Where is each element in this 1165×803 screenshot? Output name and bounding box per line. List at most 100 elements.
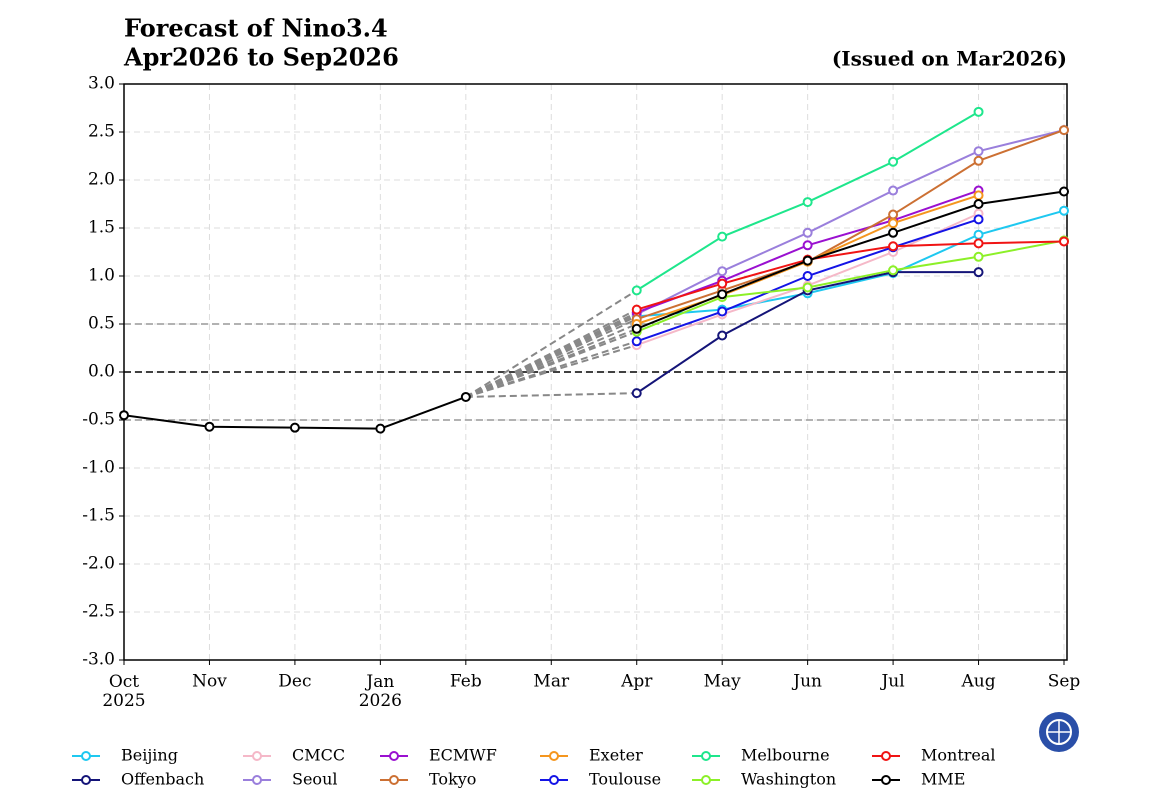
- series-line-marker: [973, 229, 984, 240]
- wmo-logo: [1039, 712, 1079, 752]
- x-tick-label: Mar: [533, 672, 570, 692]
- series-line-marker: [802, 271, 813, 281]
- legend-label: ECMWF: [429, 746, 497, 765]
- chart-subtitle: Apr2026 to Sep2026: [123, 43, 399, 72]
- series-line: [636, 190, 1065, 330]
- series-line-marker: [631, 388, 642, 399]
- y-tick-label: -1.5: [82, 506, 115, 526]
- series-line-marker: [802, 197, 813, 208]
- y-tick-label: 0.0: [88, 362, 115, 382]
- observed-line-marker: [460, 391, 471, 402]
- series-line-marker: [973, 199, 984, 209]
- y-tick-label: -3.0: [82, 650, 115, 670]
- series-line-marker: [973, 190, 984, 201]
- connector: [465, 330, 638, 398]
- plot-frame: [123, 83, 1068, 661]
- series-line-marker: [888, 227, 899, 238]
- y-tick-label: -2.0: [82, 554, 115, 574]
- legend-marker: [81, 751, 91, 761]
- series-line-marker: [1059, 186, 1069, 197]
- x-tick-label: Oct 2025: [102, 672, 145, 711]
- series-line-marker: [973, 155, 984, 166]
- connector: [465, 289, 638, 398]
- series-line-marker: [717, 289, 728, 300]
- x-tick-label: Nov: [192, 672, 227, 692]
- legend-label: CMCC: [292, 746, 345, 765]
- series-line-marker: [973, 214, 984, 225]
- legend-marker: [881, 751, 891, 761]
- legend-marker: [252, 775, 262, 785]
- series-line-marker: [973, 267, 984, 278]
- connector: [465, 327, 638, 398]
- y-tick-label: -2.5: [82, 602, 115, 622]
- legend-label: MME: [921, 770, 965, 789]
- series-line: [636, 129, 1065, 316]
- legend-label: Tokyo: [429, 770, 476, 789]
- connector: [465, 318, 638, 398]
- connector: [465, 344, 638, 398]
- legend-label: Melbourne: [741, 746, 830, 765]
- series-line-marker: [631, 323, 642, 334]
- observed-line-marker: [289, 422, 300, 433]
- series-line-marker: [888, 241, 899, 252]
- x-tick-label: Apr: [620, 672, 653, 692]
- legend-label: Seoul: [292, 770, 337, 789]
- legend-marker: [252, 751, 262, 761]
- series-line-marker: [888, 185, 899, 196]
- legend-label: Offenbach: [121, 770, 204, 789]
- legend-label: Washington: [741, 770, 836, 789]
- series-line-marker: [631, 336, 642, 347]
- observed-line-marker: [204, 421, 215, 432]
- series-line-marker: [973, 146, 984, 157]
- x-tick-label: Sep: [1048, 672, 1081, 692]
- series-line: [636, 240, 1065, 311]
- x-tick-label: Dec: [278, 672, 311, 692]
- legend-marker: [81, 775, 91, 785]
- connector: [465, 308, 638, 398]
- connector: [465, 340, 638, 398]
- series-line-marker: [973, 106, 984, 117]
- series-line: [636, 209, 1065, 318]
- observed-line-marker: [119, 410, 129, 421]
- legend-label: Toulouse: [589, 770, 661, 789]
- x-tick-label: Feb: [450, 672, 482, 692]
- legend-marker: [389, 751, 399, 761]
- series-line-marker: [888, 218, 899, 229]
- series-line-marker: [717, 231, 728, 242]
- connector: [465, 392, 637, 398]
- legend-label: Exeter: [589, 746, 643, 765]
- series-line-marker: [1059, 205, 1069, 216]
- series-line: [636, 129, 1065, 321]
- series-line-marker: [717, 330, 728, 341]
- y-tick-label: 0.5: [88, 314, 115, 334]
- y-tick-label: 2.5: [88, 122, 115, 142]
- connector: [465, 323, 638, 398]
- series-line: [636, 239, 1065, 333]
- series-line-marker: [973, 238, 984, 249]
- y-tick-label: -1.0: [82, 458, 115, 478]
- series-line-marker: [802, 227, 813, 238]
- y-tick-label: 2.0: [88, 170, 115, 190]
- series-line-marker: [1059, 236, 1069, 247]
- series-line-marker: [1059, 125, 1069, 136]
- legend-label: Montreal: [921, 746, 996, 765]
- series-line-marker: [631, 304, 642, 315]
- annotation: (Issued on Mar2026): [832, 47, 1067, 71]
- x-tick-label: Aug: [960, 672, 995, 692]
- legend-marker: [701, 775, 711, 785]
- legend-marker: [549, 751, 559, 761]
- series-line-marker: [802, 240, 813, 251]
- y-tick-label: 3.0: [88, 74, 115, 94]
- chart-title: Forecast of Nino3.4: [124, 14, 388, 43]
- series-line-marker: [717, 306, 728, 317]
- series-line-marker: [888, 209, 899, 220]
- connector: [465, 311, 638, 398]
- series-line-marker: [802, 282, 813, 293]
- series-line-marker: [717, 266, 728, 277]
- x-tick-label: Jul: [879, 672, 904, 692]
- series-line-marker: [888, 265, 899, 276]
- legend-label: Beijing: [121, 746, 178, 765]
- series-line-marker: [973, 251, 984, 262]
